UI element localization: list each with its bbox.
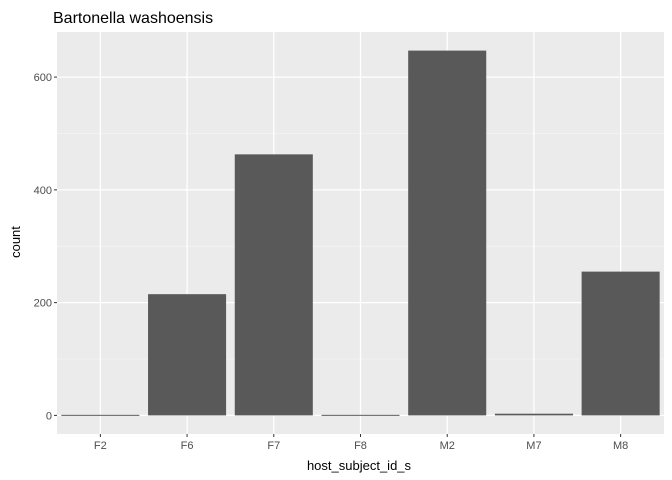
x-tick-label: M7 bbox=[526, 440, 541, 452]
y-axis: 0 200 400 600 bbox=[34, 72, 57, 422]
x-tick-label: F8 bbox=[354, 440, 367, 452]
bars bbox=[61, 50, 660, 416]
y-tick-label: 600 bbox=[34, 72, 52, 84]
bar-M2 bbox=[408, 50, 487, 416]
y-tick-label: 400 bbox=[34, 185, 52, 197]
chart-title: Bartonella washoensis bbox=[53, 10, 213, 27]
bar-M8 bbox=[581, 271, 660, 416]
bar-M7 bbox=[494, 413, 573, 416]
bar-F2 bbox=[61, 414, 140, 416]
y-axis-title: count bbox=[8, 226, 23, 258]
x-tick-label: M2 bbox=[440, 440, 455, 452]
y-tick-label: 0 bbox=[46, 410, 52, 422]
x-tick-label: F7 bbox=[267, 440, 280, 452]
x-tick-label: M8 bbox=[613, 440, 628, 452]
x-tick-label: F2 bbox=[94, 440, 107, 452]
bar-F7 bbox=[234, 154, 313, 416]
y-tick-label: 200 bbox=[34, 298, 52, 310]
bar-F6 bbox=[148, 294, 227, 416]
x-tick-label: F6 bbox=[181, 440, 194, 452]
bar-F8 bbox=[321, 414, 400, 416]
x-axis-title: host_subject_id_s bbox=[307, 458, 412, 473]
x-axis: F2 F6 F7 F8 M2 M7 M8 bbox=[94, 434, 628, 452]
